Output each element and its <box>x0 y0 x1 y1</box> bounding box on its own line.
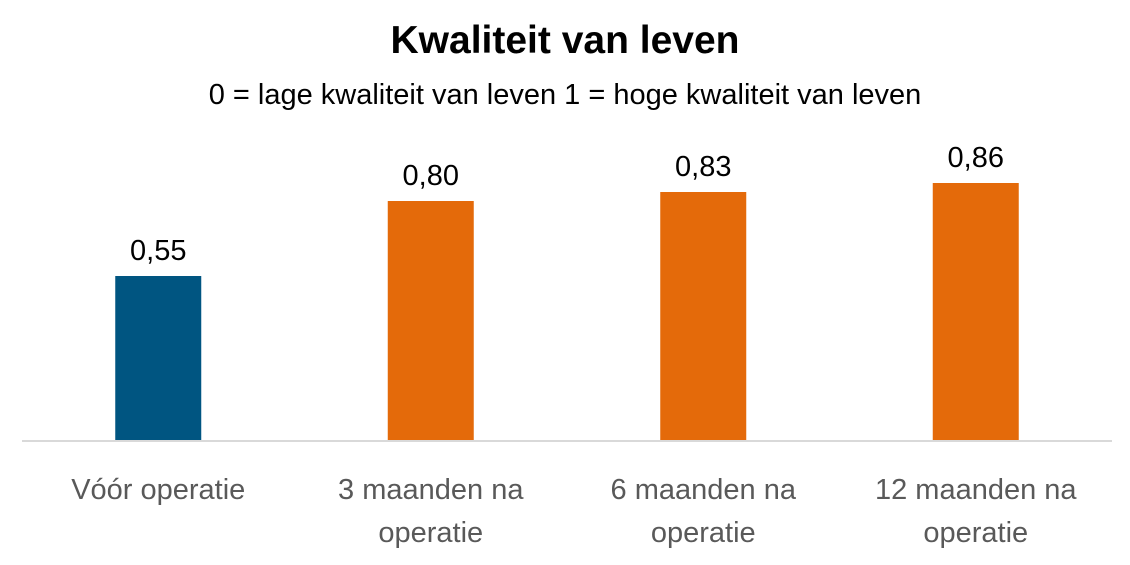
category-label-line: 3 maanden na <box>338 474 524 506</box>
category-label-line: 6 maanden na <box>611 474 797 506</box>
bar-2 <box>387 201 474 441</box>
bars-layer <box>115 183 1019 441</box>
chart-title: Kwaliteit van leven <box>390 19 740 62</box>
category-label-line: operatie <box>378 517 483 549</box>
category-label-4: 12 maanden na operatie <box>875 474 1077 549</box>
data-label-1: 0,55 <box>130 235 186 267</box>
category-label-3: 6 maanden na operatie <box>611 474 797 549</box>
category-label-line: 12 maanden na <box>875 474 1077 506</box>
category-label-line: operatie <box>651 517 756 549</box>
category-label-line: Vóór operatie <box>71 474 245 506</box>
data-label-3: 0,83 <box>675 151 731 183</box>
bar-1 <box>115 276 202 441</box>
bar-4 <box>932 183 1019 441</box>
bar-3 <box>660 192 747 441</box>
category-label-2: 3 maanden na operatie <box>338 474 524 549</box>
data-labels-layer: 0,55 0,80 0,83 0,86 <box>130 142 1004 267</box>
category-label-1: Vóór operatie <box>71 474 245 506</box>
data-label-2: 0,80 <box>403 160 459 192</box>
data-label-4: 0,86 <box>948 142 1004 174</box>
chart-subtitle: 0 = lage kwaliteit van leven 1 = hoge kw… <box>208 79 922 111</box>
category-label-line: operatie <box>923 517 1028 549</box>
